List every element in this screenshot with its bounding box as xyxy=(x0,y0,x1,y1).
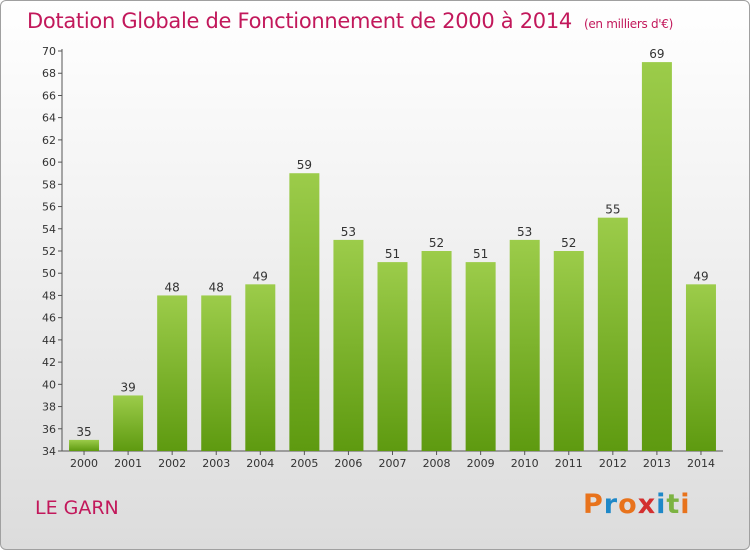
bar-2007 xyxy=(377,262,408,451)
bar-2014 xyxy=(685,284,716,451)
x-tick-label-2009: 2009 xyxy=(467,457,495,470)
x-tick-label-2006: 2006 xyxy=(334,457,362,470)
x-tick-label-2008: 2008 xyxy=(423,457,451,470)
bar-2005 xyxy=(289,173,320,451)
bar-2013 xyxy=(641,62,672,451)
bar-2003 xyxy=(201,295,232,451)
proxiti-logo: Proxiti xyxy=(583,489,691,520)
data-label-2007: 51 xyxy=(385,247,400,261)
x-tick-label-2003: 2003 xyxy=(202,457,230,470)
y-tick-label: 36 xyxy=(42,423,56,436)
data-label-2003: 48 xyxy=(209,280,224,294)
x-tick-label-2002: 2002 xyxy=(158,457,186,470)
chart-title: Dotation Globale de Fonctionnement de 20… xyxy=(27,9,673,33)
y-tick-label: 56 xyxy=(42,201,56,214)
y-tick-label: 60 xyxy=(42,156,56,169)
chart-title-text: Dotation Globale de Fonctionnement de 20… xyxy=(27,9,572,33)
y-tick-label: 40 xyxy=(42,378,56,391)
y-tick-label: 68 xyxy=(42,67,56,80)
brand-letter: i xyxy=(680,489,691,520)
x-tick-label-2014: 2014 xyxy=(687,457,715,470)
y-tick-label: 52 xyxy=(42,245,56,258)
chart-bars: 35 39 48 48 49 59 53 51 52 51 53 52 55 69 49 xyxy=(69,47,716,451)
bar-2011 xyxy=(553,251,584,451)
x-tick-label-2005: 2005 xyxy=(290,457,318,470)
data-label-2009: 51 xyxy=(473,247,488,261)
brand-letter: r xyxy=(603,489,619,520)
commune-name: LE GARN xyxy=(35,497,119,519)
bar-2001 xyxy=(113,395,144,451)
x-tick-label-2001: 2001 xyxy=(114,457,142,470)
brand-letter: P xyxy=(583,489,604,520)
data-label-2001: 39 xyxy=(120,380,135,394)
y-tick-label: 58 xyxy=(42,178,56,191)
data-label-2012: 55 xyxy=(605,203,620,217)
x-tick-label-2000: 2000 xyxy=(70,457,98,470)
y-tick-label: 42 xyxy=(42,356,56,369)
brand-letter: i xyxy=(656,489,667,520)
data-label-2008: 52 xyxy=(429,236,444,250)
data-label-2011: 52 xyxy=(561,236,576,250)
y-tick-label: 34 xyxy=(42,445,56,458)
y-tick-label: 54 xyxy=(42,223,56,236)
x-tick-label-2012: 2012 xyxy=(599,457,627,470)
bar-2010 xyxy=(509,239,540,451)
data-label-2010: 53 xyxy=(517,225,532,239)
brand-letter: o xyxy=(618,489,638,520)
y-tick-label: 44 xyxy=(42,334,56,347)
data-label-2000: 35 xyxy=(76,425,91,439)
bar-2012 xyxy=(597,217,628,451)
data-label-2013: 69 xyxy=(649,47,664,61)
x-tick-label-2013: 2013 xyxy=(643,457,671,470)
brand-letter: t xyxy=(666,489,681,520)
bar-2002 xyxy=(157,295,188,451)
y-tick-label: 62 xyxy=(42,134,56,147)
bar-2009 xyxy=(465,262,496,451)
x-tick-label-2007: 2007 xyxy=(379,457,407,470)
y-tick-label: 66 xyxy=(42,89,56,102)
data-label-2005: 59 xyxy=(297,158,312,172)
x-tick-label-2010: 2010 xyxy=(511,457,539,470)
chart-axes: 34 36 38 40 42 44 46 48 50 52 54 56 58 60 62 64 66 68 70 20… xyxy=(42,45,723,470)
brand-letter: x xyxy=(637,489,657,520)
x-tick-label-2004: 2004 xyxy=(246,457,274,470)
bar-2000 xyxy=(69,439,100,451)
y-tick-label: 38 xyxy=(42,401,56,414)
data-label-2004: 49 xyxy=(253,269,268,283)
chart-subtitle: (en milliers d'€) xyxy=(583,17,673,31)
data-label-2002: 48 xyxy=(165,280,180,294)
bar-2004 xyxy=(245,284,276,451)
bar-2006 xyxy=(333,239,364,451)
x-tick-label-2011: 2011 xyxy=(555,457,583,470)
y-tick-label: 50 xyxy=(42,267,56,280)
data-label-2006: 53 xyxy=(341,225,356,239)
y-tick-label: 46 xyxy=(42,312,56,325)
y-tick-label: 64 xyxy=(42,112,56,125)
y-tick-label: 70 xyxy=(42,45,56,58)
y-tick-label: 48 xyxy=(42,289,56,302)
bar-2008 xyxy=(421,251,452,451)
data-label-2014: 49 xyxy=(693,269,708,283)
